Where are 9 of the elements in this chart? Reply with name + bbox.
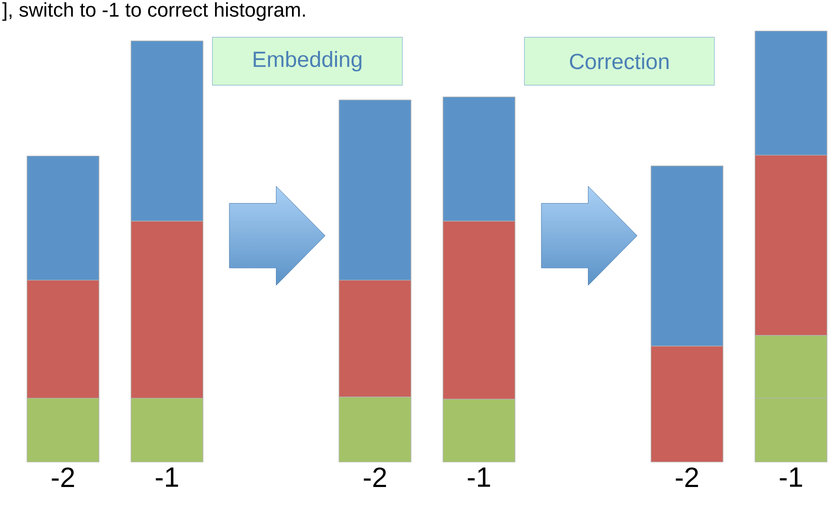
x-tick-label: -1 bbox=[780, 468, 802, 487]
x-tick-label: -1 bbox=[156, 468, 178, 487]
annotation: Correction bbox=[570, 53, 669, 70]
x-tick-label: -2 bbox=[676, 468, 698, 487]
x-tick-label: -1 bbox=[468, 468, 490, 487]
chart-title: ], switch to -1 to correct histogram. bbox=[2, 2, 305, 21]
x-tick-label: -2 bbox=[52, 468, 74, 487]
x-tick-label: -2 bbox=[364, 468, 386, 487]
annotation: Embedding bbox=[254, 50, 362, 72]
